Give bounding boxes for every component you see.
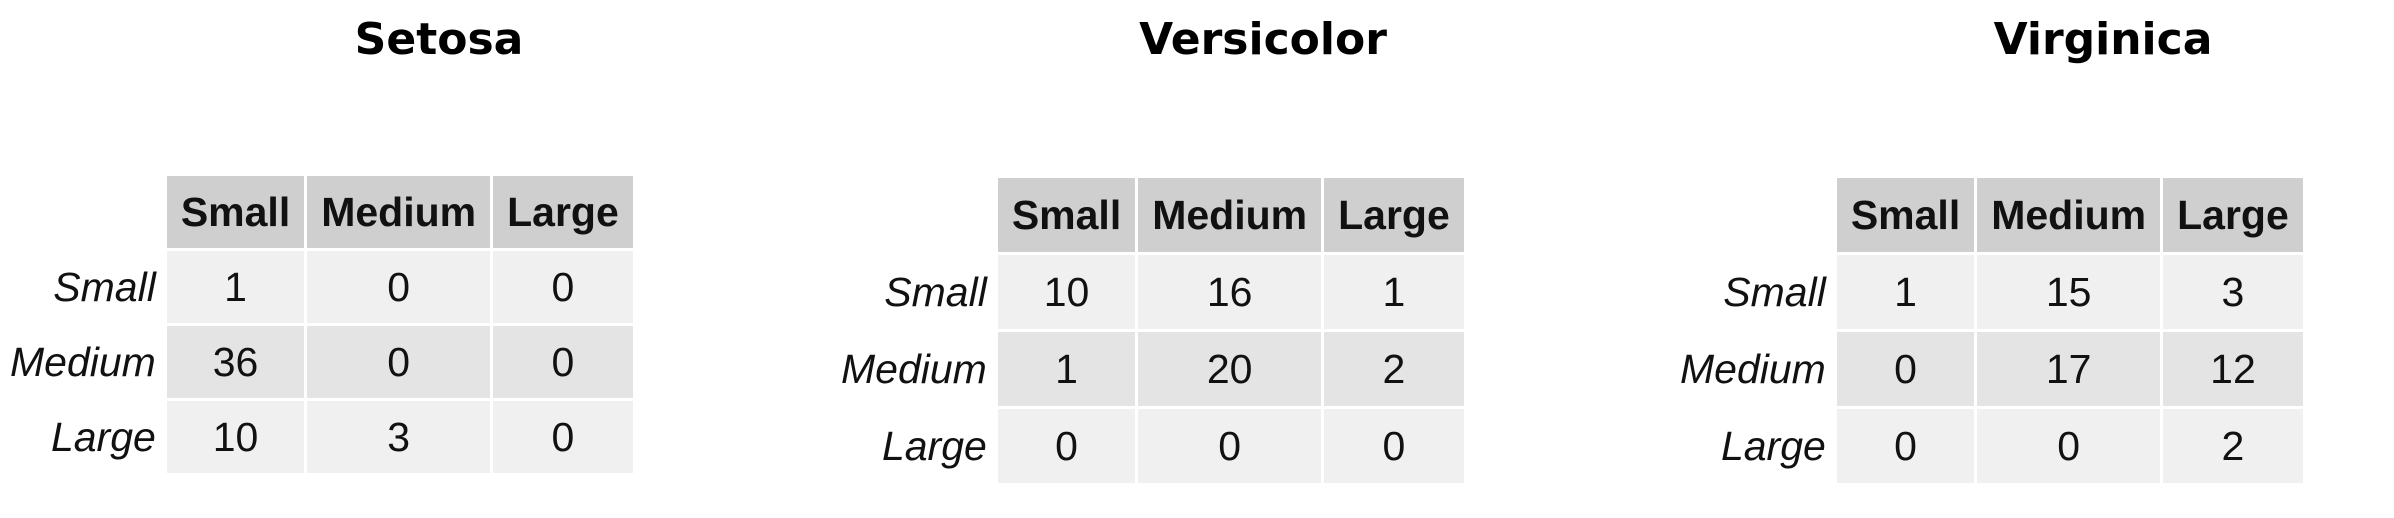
row-header: Medium	[841, 345, 987, 392]
contingency-table: Small Medium Large Small 1 15 3 Medium 0…	[1677, 175, 2306, 486]
table-cell: 0	[493, 326, 633, 398]
table-cell: 36	[166, 326, 305, 398]
table-cell: 0	[307, 326, 491, 398]
column-header: Small	[166, 176, 305, 248]
panel-title: Setosa	[354, 14, 524, 65]
table-row: Small 1 15 3	[1680, 255, 2303, 329]
header-row: Small Medium Large	[841, 178, 1464, 252]
corner-cell	[841, 178, 995, 252]
table-cell: 0	[1836, 332, 1975, 406]
column-header: Large	[2163, 178, 2303, 252]
corner-cell	[1680, 178, 1834, 252]
table-cell: 1	[1836, 255, 1975, 329]
column-header: Small	[997, 178, 1136, 252]
table-cell: 10	[166, 401, 305, 473]
column-header: Large	[493, 176, 633, 248]
header-row: Small Medium Large	[10, 176, 633, 248]
table-row: Medium 36 0 0	[10, 326, 633, 398]
table-row: Large 10 3 0	[10, 401, 633, 473]
row-header: Small	[1723, 268, 1826, 315]
table-cell: 0	[1836, 409, 1975, 483]
table-cell: 0	[1977, 409, 2161, 483]
contingency-table: Small Medium Large Small 10 16 1 Medium …	[838, 175, 1467, 486]
row-header: Medium	[1680, 345, 1826, 392]
column-header: Medium	[1138, 178, 1322, 252]
row-header: Large	[50, 413, 156, 460]
table-cell: 12	[2163, 332, 2303, 406]
table-row: Medium 1 20 2	[841, 332, 1464, 406]
table-cell: 10	[997, 255, 1136, 329]
header-row: Small Medium Large	[1680, 178, 2303, 252]
contingency-table: Small Medium Large Small 1 0 0 Medium 36…	[7, 173, 636, 476]
table-cell: 0	[493, 401, 633, 473]
table-cell: 2	[2163, 409, 2303, 483]
column-header: Medium	[307, 176, 491, 248]
panel-title: Versicolor	[1139, 14, 1387, 65]
table-cell: 1	[997, 332, 1136, 406]
table-cell: 0	[1138, 409, 1322, 483]
table-row: Small 10 16 1	[841, 255, 1464, 329]
table-cell: 3	[307, 401, 491, 473]
table-cell: 20	[1138, 332, 1322, 406]
table-cell: 0	[997, 409, 1136, 483]
table-cell: 16	[1138, 255, 1322, 329]
table-row: Large 0 0 2	[1680, 409, 2303, 483]
table-cell: 0	[493, 251, 633, 323]
table-row: Medium 0 17 12	[1680, 332, 2303, 406]
table-row: Small 1 0 0	[10, 251, 633, 323]
row-header: Medium	[10, 338, 156, 385]
table-cell: 2	[1324, 332, 1464, 406]
row-header: Small	[884, 268, 987, 315]
row-header: Small	[53, 263, 156, 310]
table-cell: 0	[1324, 409, 1464, 483]
panel-title: Virginica	[1993, 14, 2213, 65]
table-cell: 15	[1977, 255, 2161, 329]
table-cell: 1	[166, 251, 305, 323]
table-cell: 0	[307, 251, 491, 323]
table-cell: 1	[1324, 255, 1464, 329]
column-header: Small	[1836, 178, 1975, 252]
row-header: Large	[881, 422, 987, 469]
table-cell: 17	[1977, 332, 2161, 406]
column-header: Medium	[1977, 178, 2161, 252]
column-header: Large	[1324, 178, 1464, 252]
table-cell: 3	[2163, 255, 2303, 329]
table-row: Large 0 0 0	[841, 409, 1464, 483]
corner-cell	[10, 176, 164, 248]
row-header: Large	[1720, 422, 1826, 469]
